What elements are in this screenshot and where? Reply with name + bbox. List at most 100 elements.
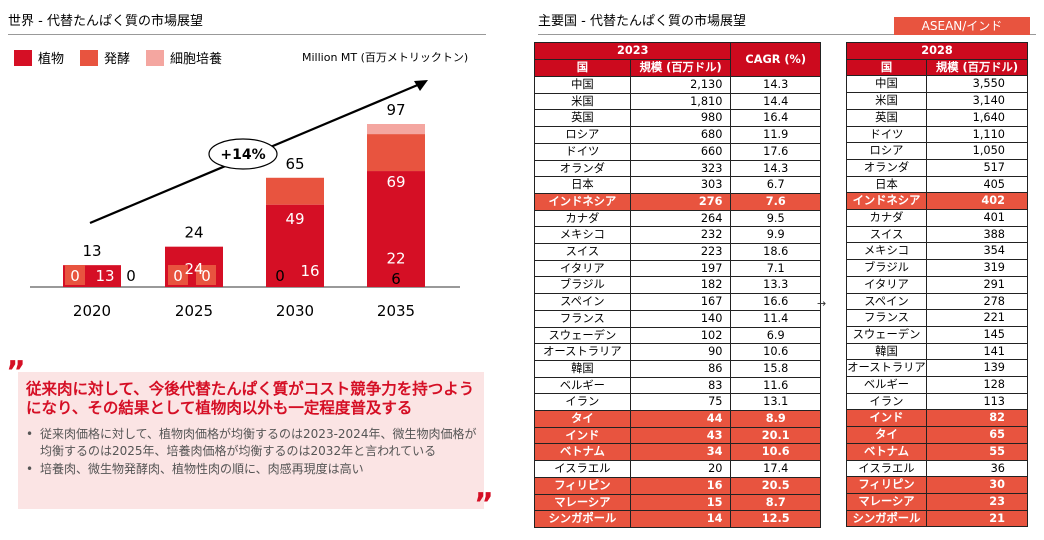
table-row: ドイツ 1,110 — [846, 125, 1029, 144]
zero-label-box — [196, 265, 216, 285]
table-row: 中国 2,130 14.3 — [534, 76, 821, 94]
size-cell: 401 — [925, 209, 1029, 227]
size-cell: 82 — [925, 409, 1029, 428]
table-row: インド 82 — [846, 409, 1029, 428]
country-cell: マレーシア — [846, 492, 927, 511]
table-row: スウェーデン 102 6.9 — [534, 326, 821, 345]
country-cell: 中国 — [846, 75, 927, 94]
size-cell: 182 — [629, 276, 732, 295]
table-row: カナダ 264 9.5 — [534, 209, 821, 228]
country-cell: カナダ — [534, 209, 631, 228]
table-2028: 2028 国 規模 (百万ドル) 中国 3,550 米国 3,140 英国 1,640 ドイ… — [846, 42, 1029, 528]
size-cell: 14 — [629, 510, 732, 528]
size-cell: 34 — [629, 443, 732, 462]
cagr-cell: 17.4 — [730, 460, 821, 478]
table-row: インドネシア 276 7.6 — [534, 192, 821, 211]
table-row: タイ 44 8.9 — [534, 410, 821, 428]
country-cell: ドイツ — [846, 125, 927, 144]
table-row: 中国 3,550 — [846, 75, 1029, 94]
bar-segment-plant — [266, 204, 324, 287]
bar-segment-fermentation — [266, 177, 324, 205]
country-cell: ロシア — [534, 126, 631, 144]
table-2028-country-header: 国 — [846, 58, 927, 77]
region-badge: ASEAN/インド — [894, 17, 1030, 35]
country-cell: スイス — [846, 225, 927, 244]
size-cell: 405 — [925, 175, 1029, 194]
size-cell: 102 — [629, 326, 732, 345]
country-cell: ベトナム — [846, 442, 927, 461]
size-cell: 113 — [925, 392, 1029, 411]
size-cell: 388 — [925, 225, 1029, 244]
legend-swatch-cultured — [146, 49, 165, 66]
country-cell: フィリピン — [846, 476, 927, 494]
size-cell: 680 — [629, 126, 732, 144]
x-tick-label: 2025 — [175, 302, 213, 320]
country-cell: イラン — [846, 392, 927, 411]
table-row: オランダ 323 14.3 — [534, 159, 821, 178]
table-row: マレーシア 15 8.7 — [534, 493, 821, 512]
size-cell: 23 — [925, 492, 1029, 511]
country-cell: ブラジル — [534, 276, 631, 295]
size-cell: 21 — [925, 509, 1029, 528]
country-cell: ベルギー — [846, 376, 927, 394]
size-cell: 20 — [629, 460, 732, 478]
table-2023-body: 中国 2,130 14.3 米国 1,810 14.4 英国 980 16.4 ロシア 680 11.… — [534, 76, 821, 528]
cagr-cell: 12.5 — [730, 510, 821, 528]
size-cell: 16 — [629, 476, 732, 495]
table-2023-size-header: 規模 (百万ドル) — [629, 59, 732, 77]
country-cell: オランダ — [534, 159, 631, 178]
callout-bullet: 培養肉、微生物発酵肉、植物性肉の順に、肉感再現度は高い — [24, 461, 480, 478]
size-cell: 221 — [925, 309, 1029, 327]
size-cell: 141 — [925, 342, 1029, 361]
table-2028-body: 中国 3,550 米国 3,140 英国 1,640 ドイツ 1,110 ロシア 1,050 オラン… — [846, 75, 1029, 528]
size-cell: 1,640 — [925, 108, 1029, 127]
size-cell: 660 — [629, 142, 732, 161]
country-cell: イスラエル — [846, 459, 927, 478]
country-cell: 米国 — [846, 92, 927, 110]
table-row: ロシア 680 11.9 — [534, 126, 821, 144]
table-row: 米国 1,810 14.4 — [534, 92, 821, 111]
cagr-cell: 6.7 — [730, 176, 821, 194]
cagr-cell: 8.7 — [730, 493, 821, 512]
size-cell: 167 — [629, 293, 732, 311]
table-row: スペイン 167 16.6 — [534, 293, 821, 311]
close-quote-icon: ” — [474, 487, 494, 522]
country-cell: インド — [846, 409, 927, 428]
cagr-cell: 14.4 — [730, 92, 821, 111]
table-row: 韓国 86 15.8 — [534, 359, 821, 378]
cagr-cell: 7.1 — [730, 259, 821, 278]
cagr-ellipse — [208, 138, 278, 170]
right-arrow-icon: → — [817, 297, 827, 310]
table-row: オランダ 517 — [846, 158, 1029, 177]
cagr-cell: 9.5 — [730, 209, 821, 228]
size-cell: 90 — [629, 343, 732, 361]
country-cell: ベルギー — [534, 376, 631, 395]
data-label-plant: 13 — [95, 267, 114, 285]
country-cell: タイ — [534, 410, 631, 428]
data-label-cultured: 0 — [275, 267, 285, 285]
country-cell: 英国 — [534, 109, 631, 128]
data-label-plant: 49 — [285, 210, 304, 228]
table-row: マレーシア 23 — [846, 492, 1029, 511]
table-row: オーストラリア 90 10.6 — [534, 343, 821, 361]
size-cell: 402 — [925, 192, 1029, 211]
country-cell: 英国 — [846, 108, 927, 127]
size-cell: 223 — [629, 243, 732, 261]
table-row: カナダ 401 — [846, 209, 1029, 227]
data-label-fermentation: 22 — [386, 249, 405, 267]
bar-total-label: 97 — [386, 101, 405, 119]
legend-label-cultured: 細胞培養 — [170, 52, 223, 67]
table-row: ブラジル 319 — [846, 259, 1029, 277]
table-2023-cagr-header: CAGR (%) — [730, 42, 821, 77]
table-row: 英国 1,640 — [846, 108, 1029, 127]
country-cell: イタリア — [846, 275, 927, 294]
table-row: スイス 223 18.6 — [534, 243, 821, 261]
country-cell: スペイン — [534, 293, 631, 311]
table-row: ベトナム 34 10.6 — [534, 443, 821, 462]
x-tick-label: 2020 — [73, 302, 111, 320]
table-row: 英国 980 16.4 — [534, 109, 821, 128]
country-cell: オランダ — [846, 158, 927, 177]
cagr-cell: 13.1 — [730, 393, 821, 412]
table-row: 米国 3,140 — [846, 92, 1029, 110]
table-row: シンガポール 21 — [846, 509, 1029, 528]
